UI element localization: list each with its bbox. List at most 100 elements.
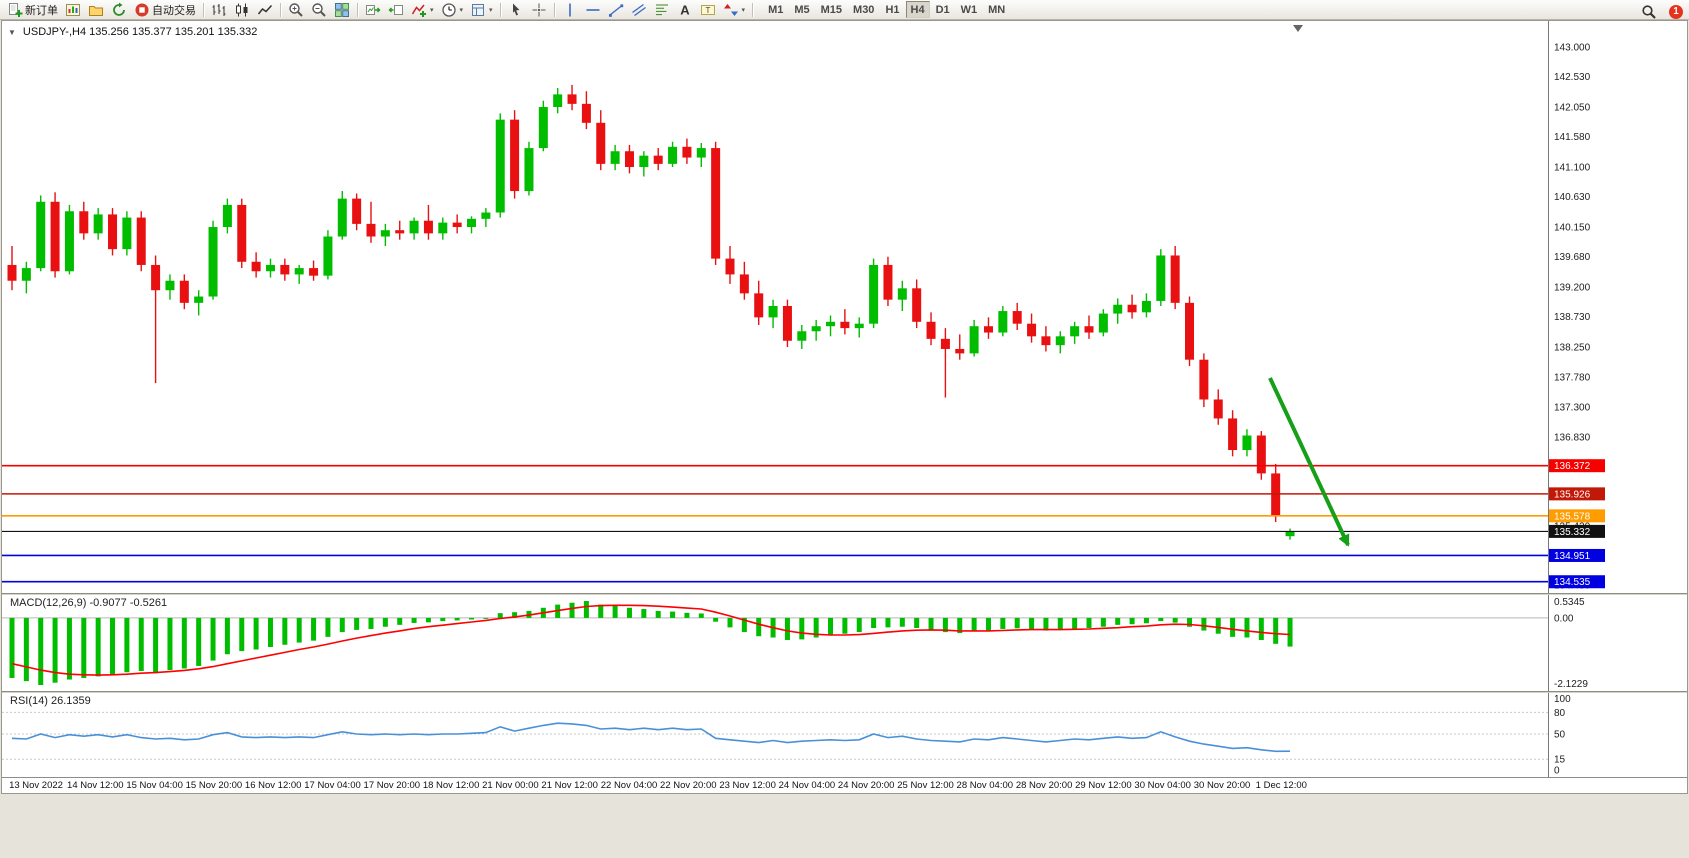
panel-separator[interactable] <box>2 593 1687 595</box>
new-order-button[interactable]: 新订单 <box>4 1 61 19</box>
time-label: 18 Nov 12:00 <box>422 780 480 791</box>
toolbar-separator <box>203 2 204 17</box>
chart-shift-button[interactable] <box>385 1 407 19</box>
crosshair-icon <box>531 2 547 18</box>
time-label: 30 Nov 04:00 <box>1134 780 1191 791</box>
collapse-arrow-icon[interactable]: ▼ <box>8 27 16 37</box>
panel-separator[interactable] <box>2 691 1687 693</box>
timeframe-w1[interactable]: W1 <box>956 1 983 18</box>
svg-text:140.630: 140.630 <box>1554 192 1591 203</box>
timeframe-m1[interactable]: M1 <box>763 1 788 18</box>
svg-text:134.951: 134.951 <box>1554 551 1591 562</box>
tile-windows-button[interactable] <box>331 1 353 19</box>
tile-windows-icon <box>334 2 350 18</box>
svg-text:T: T <box>705 5 710 14</box>
auto-trading-button[interactable]: 自动交易 <box>131 1 199 19</box>
auto-scroll-button[interactable] <box>362 1 384 19</box>
periods-button[interactable]: ▾ <box>438 1 467 19</box>
search-icon[interactable] <box>1638 2 1664 22</box>
timeframe-d1[interactable]: D1 <box>931 1 955 18</box>
zoom-out-button[interactable] <box>308 1 330 19</box>
cursor-button[interactable] <box>505 1 527 19</box>
svg-text:138.250: 138.250 <box>1554 343 1591 354</box>
bar-chart-icon <box>211 2 227 18</box>
timeframe-m5[interactable]: M5 <box>789 1 814 18</box>
timeframe-h1[interactable]: H1 <box>880 1 904 18</box>
svg-text:0.00: 0.00 <box>1554 613 1574 624</box>
time-label: 14 Nov 12:00 <box>67 780 124 791</box>
svg-text:135.332: 135.332 <box>1554 527 1591 538</box>
zoom-in-button[interactable] <box>285 1 307 19</box>
time-label: 17 Nov 20:00 <box>363 780 421 791</box>
clock-icon <box>441 2 457 18</box>
time-label: 21 Nov 12:00 <box>541 780 598 791</box>
fibonacci-button[interactable] <box>651 1 673 19</box>
chart-window-button[interactable] <box>62 1 84 19</box>
time-label: 15 Nov 04:00 <box>126 780 183 791</box>
chart-title: ▼ USDJPY-,H4 135.256 135.377 135.201 135… <box>8 26 257 38</box>
chart-window-icon <box>65 2 81 18</box>
profiles-button[interactable] <box>85 1 107 19</box>
arrows-button[interactable]: ▾ <box>720 1 749 19</box>
svg-text:135.578: 135.578 <box>1554 511 1591 522</box>
svg-text:137.300: 137.300 <box>1554 403 1591 414</box>
time-label: 21 Nov 00:00 <box>482 780 539 791</box>
channel-button[interactable] <box>628 1 650 19</box>
svg-text:139.200: 139.200 <box>1554 283 1591 294</box>
svg-text:141.580: 141.580 <box>1554 132 1591 143</box>
time-label: 25 Nov 12:00 <box>897 780 954 791</box>
zoom-in-icon <box>288 2 304 18</box>
svg-text:0: 0 <box>1554 766 1560 777</box>
toolbar-separator <box>752 2 754 17</box>
toolbar-separator <box>553 2 555 17</box>
main-chart[interactable]: 143.000 142.530 142.050 141.580 141.100 140.6… <box>2 21 1687 593</box>
indicators-icon <box>411 2 427 18</box>
chart-window: ▼ USDJPY-,H4 135.256 135.377 135.201 135… <box>1 20 1688 794</box>
time-label: 29 Nov 12:00 <box>1075 780 1132 791</box>
svg-text:142.050: 142.050 <box>1554 103 1591 114</box>
line-chart-button[interactable] <box>254 1 276 19</box>
time-label: 13 Nov 2022 <box>9 780 63 791</box>
vertical-line-button[interactable] <box>559 1 581 19</box>
chevron-down-icon: ▾ <box>430 6 434 14</box>
svg-text:137.780: 137.780 <box>1554 372 1591 383</box>
time-label: 22 Nov 20:00 <box>660 780 717 791</box>
timeframe-m30[interactable]: M30 <box>848 1 879 18</box>
horizontal-line-button[interactable] <box>582 1 604 19</box>
rsi-panel[interactable]: 100 80 50 150 <box>2 693 1687 777</box>
svg-text:15: 15 <box>1554 755 1566 766</box>
trendline-button[interactable] <box>605 1 627 19</box>
chevron-down-icon: ▾ <box>489 6 493 14</box>
time-label: 16 Nov 12:00 <box>244 780 302 791</box>
refresh-button[interactable] <box>108 1 130 19</box>
label-button[interactable]: T <box>697 1 719 19</box>
chevron-down-icon: ▾ <box>741 6 746 14</box>
macd-panel[interactable]: 0.5345 0.00 -2.1229 <box>2 595 1687 691</box>
crosshair-button[interactable] <box>528 1 550 19</box>
notification-badge[interactable]: 1 <box>1669 5 1683 19</box>
candlestick-chart-button[interactable] <box>231 1 253 19</box>
line-chart-icon <box>257 2 273 18</box>
chevron-down-icon: ▾ <box>459 6 464 14</box>
bar-chart-button[interactable] <box>208 1 230 19</box>
templates-icon <box>470 2 486 18</box>
indicators-button[interactable]: ▾ <box>408 1 437 19</box>
svg-text:100: 100 <box>1554 694 1571 705</box>
new-order-icon <box>7 2 23 18</box>
time-label: 17 Nov 04:00 <box>304 780 361 791</box>
toolbar-separator <box>357 2 358 17</box>
svg-text:142.530: 142.530 <box>1554 72 1591 83</box>
time-axis[interactable]: 13 Nov 2022 14 Nov 12:00 15 Nov 04:00 15 No… <box>2 777 1687 793</box>
svg-text:80: 80 <box>1554 708 1566 719</box>
text-button[interactable]: A <box>674 1 696 19</box>
templates-button[interactable]: ▾ <box>467 1 496 19</box>
timeframe-h4[interactable]: H4 <box>905 1 930 18</box>
svg-text:0.5345: 0.5345 <box>1554 597 1585 608</box>
svg-text:141.100: 141.100 <box>1554 163 1591 174</box>
toolbar-button-label: 自动交易 <box>152 4 196 17</box>
timeframe-mn[interactable]: MN <box>983 1 1010 18</box>
cursor-icon <box>508 2 524 18</box>
symbol-ohlc-title: USDJPY-,H4 135.256 135.377 135.201 135.3… <box>22 26 258 38</box>
svg-text:134.535: 134.535 <box>1554 577 1591 588</box>
timeframe-m15[interactable]: M15 <box>816 1 847 18</box>
